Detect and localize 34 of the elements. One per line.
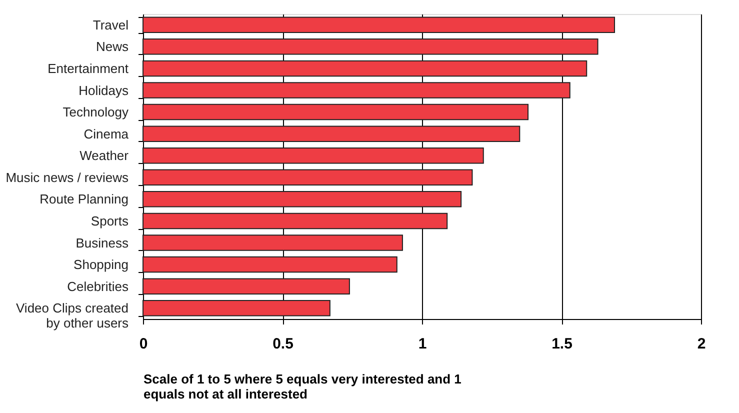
x-tick-label: 0.5 (272, 336, 294, 352)
x-tick-label: 0 (139, 336, 148, 352)
y-tick-label: News (96, 39, 129, 54)
y-tick-label: Cinema (84, 126, 130, 142)
bar (142, 126, 520, 142)
bar (142, 300, 330, 316)
x-tick-label: 2 (697, 336, 706, 352)
y-tick-label: Entertainment (48, 60, 129, 76)
bar (142, 104, 529, 120)
bar (142, 169, 473, 186)
x-axis-title: Scale of 1 to 5 where 5 equals very interested and 1 equals not at all interested (144, 372, 462, 402)
bar (142, 191, 462, 208)
bar (142, 234, 403, 251)
bar (142, 256, 398, 273)
y-tick-label: Sports (90, 213, 129, 228)
bar (142, 82, 570, 98)
bar (142, 212, 448, 230)
x-tick-label: 1 (418, 336, 427, 352)
y-tick-label: Video Clips created by other users (16, 300, 129, 331)
y-tick-label: Shopping (74, 257, 128, 272)
bar (142, 38, 598, 55)
y-tick-label: Music news / reviews (6, 170, 129, 185)
y-tick-label: Route Planning (40, 192, 128, 207)
bar (142, 278, 350, 294)
y-tick-label: Celebrities (67, 278, 129, 294)
y-tick-label: Technology (62, 104, 129, 120)
bar (142, 16, 616, 34)
x-tick-label: 1.5 (552, 336, 572, 352)
bar (142, 147, 484, 164)
y-tick-label: Business (76, 235, 129, 250)
y-tick-label: Holidays (78, 82, 129, 98)
y-tick-label: Travel (92, 17, 129, 32)
y-tick-label: Weather (80, 148, 130, 164)
bar (142, 60, 588, 77)
